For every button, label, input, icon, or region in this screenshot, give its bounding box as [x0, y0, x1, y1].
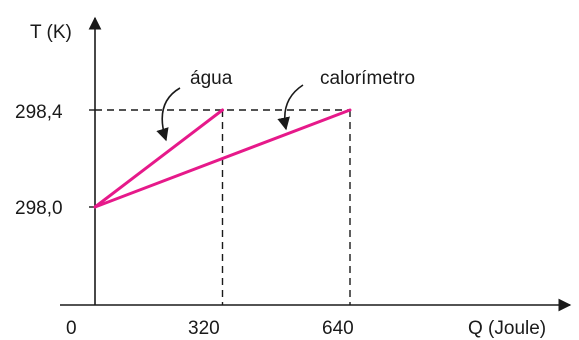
y-tick-label-298-4: 298,4: [15, 102, 63, 123]
series-group: [93, 108, 352, 209]
x-tick-label-320: 320: [188, 318, 220, 339]
y-tick-label-298-0: 298,0: [15, 198, 63, 219]
x-tick-label-0: 0: [66, 318, 77, 339]
series-label-agua: água: [190, 68, 233, 89]
series-label-calorimetro: calorímetro: [320, 68, 415, 89]
x-tick-label-640: 640: [322, 318, 354, 339]
calorimetro-annotation-arrow: [277, 84, 304, 131]
series-line-calorimetro: [93, 108, 352, 209]
agua-annotation-arrow: [156, 87, 181, 142]
series-line-agua: [93, 108, 224, 209]
x-axis-label: Q (Joule): [468, 318, 546, 339]
y-axis-label: T (K): [30, 22, 72, 43]
guide-lines: [89, 109, 351, 305]
